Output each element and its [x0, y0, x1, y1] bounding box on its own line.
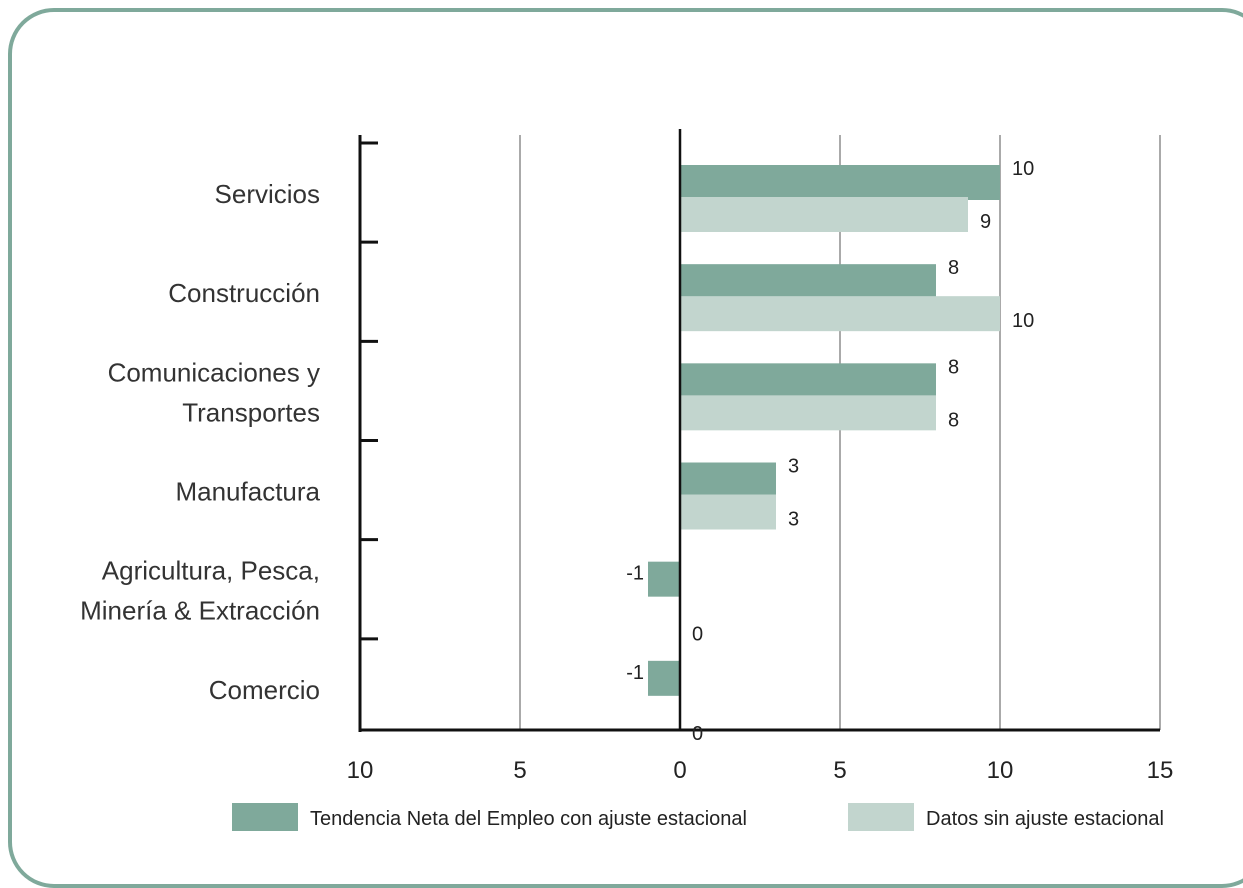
- x-tick-label: 10: [987, 757, 1014, 784]
- legend-label: Datos sin ajuste estacional: [926, 808, 1164, 830]
- data-label: 8: [948, 409, 959, 431]
- data-label: -1: [626, 662, 644, 684]
- bar: [680, 296, 1000, 332]
- axes: [358, 129, 1160, 732]
- data-labels: 10 9 8 10 8 8 3 3 -1 0 -1 0: [626, 158, 1034, 745]
- legend-label: Tendencia Neta del Empleo con ajuste est…: [310, 808, 747, 830]
- x-tick-label: 5: [833, 757, 846, 784]
- data-label: -1: [626, 563, 644, 585]
- bar: [648, 660, 680, 696]
- bar: [648, 561, 680, 597]
- data-label: 0: [692, 723, 703, 745]
- category-label: Manufactura: [175, 477, 320, 507]
- bar: [680, 264, 936, 300]
- bar: [680, 197, 968, 232]
- data-label: 8: [948, 257, 959, 279]
- category-label: Servicios: [215, 179, 320, 209]
- x-tick-label: 0: [673, 757, 686, 784]
- x-tick-label: 10: [347, 757, 374, 784]
- x-tick-label: 5: [513, 757, 526, 784]
- legend-swatch: [848, 803, 914, 831]
- category-label: Transportes: [182, 397, 320, 427]
- legend: Tendencia Neta del Empleo con ajuste est…: [232, 803, 1164, 831]
- bars: [648, 165, 1000, 696]
- category-label: Comercio: [209, 675, 320, 705]
- bar: [680, 395, 936, 431]
- legend-swatch: [232, 803, 298, 831]
- bar: [680, 165, 1000, 200]
- category-labels: Servicios Construcción Comunicaciones y Tra…: [80, 179, 320, 705]
- data-label: 0: [692, 624, 703, 646]
- data-label: 3: [788, 509, 799, 531]
- bar: [680, 363, 936, 399]
- data-label: 3: [788, 456, 799, 478]
- bar: [680, 462, 776, 498]
- x-tick-label: 15: [1147, 757, 1174, 784]
- data-label: 10: [1012, 158, 1034, 180]
- data-label: 8: [948, 356, 959, 378]
- bar-chart: Servicios Construcción Comunicaciones y Tra…: [80, 129, 1174, 831]
- category-label: Construcción: [168, 278, 320, 308]
- category-label: Agricultura, Pesca,: [102, 556, 320, 586]
- data-label: 10: [1012, 310, 1034, 332]
- category-label: Minería & Extracción: [80, 596, 320, 626]
- category-label: Comunicaciones y: [108, 357, 320, 387]
- gridlines: [519, 135, 1161, 730]
- x-tick-labels: 10 5 0 5 10 15: [347, 757, 1174, 784]
- bar: [680, 494, 776, 530]
- data-label: 9: [980, 211, 991, 233]
